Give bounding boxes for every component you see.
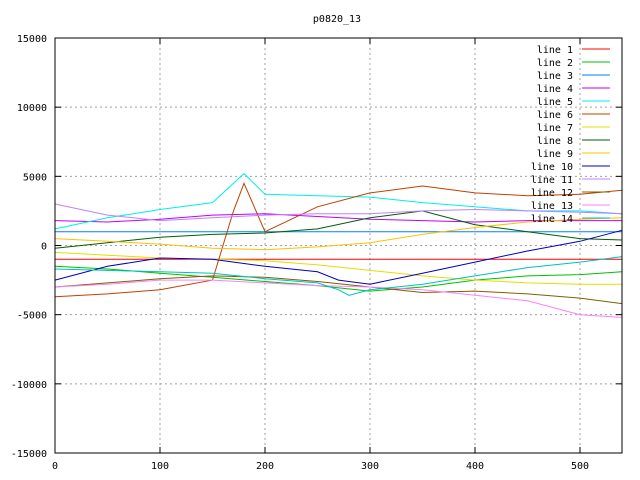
y-tick-label: -15000 bbox=[11, 449, 47, 460]
y-tick-label: 0 bbox=[41, 242, 47, 253]
legend-label: line 11 bbox=[531, 175, 573, 186]
y-tick-label: 15000 bbox=[17, 34, 47, 45]
legend-label: line 4 bbox=[537, 84, 573, 95]
series-line-6 bbox=[54, 181, 623, 298]
legend-label: line 13 bbox=[531, 201, 573, 212]
y-tick-label: -5000 bbox=[17, 311, 47, 322]
series-line-11 bbox=[54, 203, 623, 222]
x-tick-label: 300 bbox=[361, 461, 379, 472]
series-line-9 bbox=[54, 217, 623, 251]
legend-label: line 10 bbox=[531, 162, 573, 173]
legend-label: line 2 bbox=[537, 58, 573, 69]
series-line-10 bbox=[54, 229, 623, 285]
chart-title: p0820_13 bbox=[313, 14, 361, 25]
series-line-7 bbox=[54, 251, 622, 285]
series-line-2 bbox=[54, 265, 623, 292]
legend: line 1 line 2 line 3 line 4 line 5 line 6 line… bbox=[531, 45, 610, 225]
legend-label: line 5 bbox=[537, 97, 573, 108]
x-tick-label: 500 bbox=[571, 461, 589, 472]
legend-label: line 12 bbox=[531, 188, 573, 199]
legend-label: line 8 bbox=[537, 136, 573, 147]
x-tick-label: 100 bbox=[151, 461, 169, 472]
x-tick-label: 0 bbox=[52, 461, 58, 472]
legend-label: line 7 bbox=[537, 123, 573, 134]
legend-label: line 9 bbox=[537, 149, 573, 160]
x-tick-label: 200 bbox=[256, 461, 274, 472]
legend-label: line 1 bbox=[537, 45, 573, 56]
y-tick-label: 5000 bbox=[23, 172, 47, 183]
x-tick-label: 400 bbox=[466, 461, 484, 472]
series-line-12 bbox=[54, 275, 623, 305]
series-line-13 bbox=[54, 279, 623, 318]
legend-label: line 6 bbox=[537, 110, 573, 121]
legend-label: line 14 bbox=[531, 214, 573, 225]
series-line-14 bbox=[54, 256, 623, 296]
grid bbox=[55, 38, 622, 453]
series-line-8 bbox=[54, 210, 623, 249]
legend-label: line 3 bbox=[537, 71, 573, 82]
series-lines bbox=[54, 172, 623, 318]
y-tick-label: -10000 bbox=[11, 380, 47, 391]
axis-ticks: 0 100 200 300 400 500 -15000 -10000 -5000 0 5000 10… bbox=[11, 34, 622, 472]
y-tick-label: 10000 bbox=[17, 103, 47, 114]
